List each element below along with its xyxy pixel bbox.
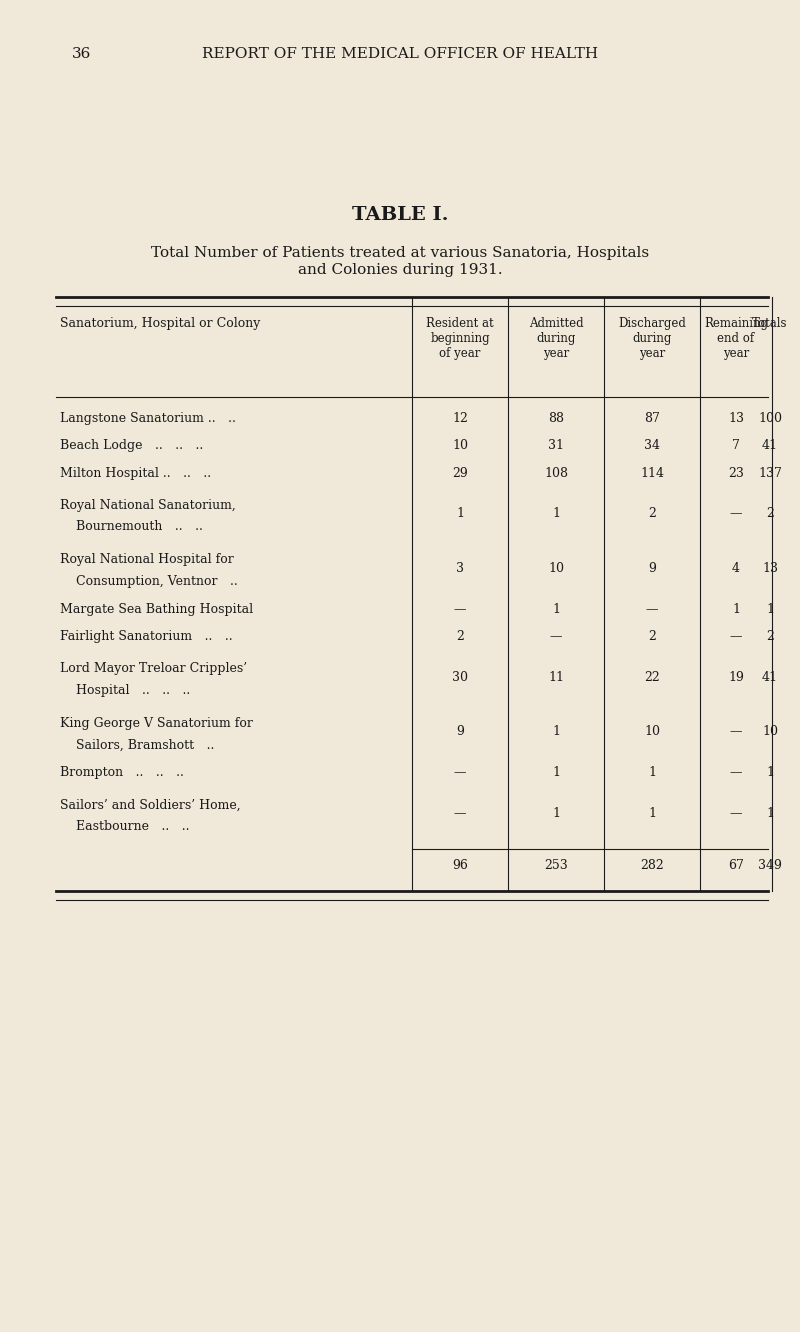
Text: Fairlight Sanatorium .. ..: Fairlight Sanatorium .. .. [60,630,233,643]
Text: TABLE I.: TABLE I. [352,206,448,225]
Text: King George V Sanatorium for: King George V Sanatorium for [60,717,253,730]
Text: —: — [454,603,466,615]
Text: 253: 253 [544,859,568,872]
Text: 1: 1 [552,807,560,821]
Text: 34: 34 [644,440,660,453]
Text: —: — [550,630,562,643]
Text: 88: 88 [548,412,564,425]
Text: —: — [454,766,466,779]
Text: Eastbourne .. ..: Eastbourne .. .. [68,821,190,832]
Text: 2: 2 [648,630,656,643]
Text: —: — [730,726,742,738]
Text: 96: 96 [452,859,468,872]
Text: Discharged
during
year: Discharged during year [618,317,686,360]
Text: 22: 22 [644,671,660,683]
Text: Margate Sea Bathing Hospital: Margate Sea Bathing Hospital [60,603,253,615]
Text: Resident at
beginning
of year: Resident at beginning of year [426,317,494,360]
Text: 349: 349 [758,859,782,872]
Text: 1: 1 [552,603,560,615]
Text: 114: 114 [640,466,664,480]
Text: 9: 9 [456,726,464,738]
Text: Beach Lodge .. .. ..: Beach Lodge .. .. .. [60,440,203,453]
Text: Royal National Sanatorium,: Royal National Sanatorium, [60,498,236,511]
Text: 1: 1 [456,507,464,521]
Text: 9: 9 [648,562,656,575]
Text: Sailors, Bramshott ..: Sailors, Bramshott .. [68,738,214,751]
Text: 282: 282 [640,859,664,872]
Text: REPORT OF THE MEDICAL OFFICER OF HEALTH: REPORT OF THE MEDICAL OFFICER OF HEALTH [202,47,598,61]
Text: 87: 87 [644,412,660,425]
Text: 1: 1 [552,726,560,738]
Text: 1: 1 [552,507,560,521]
Text: 36: 36 [72,47,91,61]
Text: —: — [646,603,658,615]
Text: 2: 2 [766,630,774,643]
Text: 30: 30 [452,671,468,683]
Text: 4: 4 [732,562,740,575]
Text: 12: 12 [452,412,468,425]
Text: Hospital .. .. ..: Hospital .. .. .. [68,683,190,697]
Text: Royal National Hospital for: Royal National Hospital for [60,553,234,566]
Text: 1: 1 [552,766,560,779]
Text: 3: 3 [456,562,464,575]
Text: 1: 1 [766,603,774,615]
Text: 7: 7 [732,440,740,453]
Text: 41: 41 [762,440,778,453]
Text: —: — [730,630,742,643]
Text: Remaining
end of
year: Remaining end of year [704,317,768,360]
Text: 2: 2 [456,630,464,643]
Text: Total Number of Patients treated at various Sanatoria, Hospitals
and Colonies du: Total Number of Patients treated at vari… [151,246,649,277]
Text: 2: 2 [648,507,656,521]
Text: Milton Hospital .. .. ..: Milton Hospital .. .. .. [60,466,211,480]
Text: 31: 31 [548,440,564,453]
Text: 10: 10 [762,726,778,738]
Text: 29: 29 [452,466,468,480]
Text: Sanatorium, Hospital or Colony: Sanatorium, Hospital or Colony [60,317,260,330]
Text: 11: 11 [548,671,564,683]
Text: 1: 1 [766,766,774,779]
Text: —: — [730,766,742,779]
Text: 67: 67 [728,859,744,872]
Text: Admitted
during
year: Admitted during year [529,317,583,360]
Text: Langstone Sanatorium .. ..: Langstone Sanatorium .. .. [60,412,236,425]
Text: 1: 1 [648,766,656,779]
Text: —: — [730,807,742,821]
Text: Lord Mayor Treloar Cripples’: Lord Mayor Treloar Cripples’ [60,662,247,675]
Text: 108: 108 [544,466,568,480]
Text: 41: 41 [762,671,778,683]
Text: 1: 1 [766,807,774,821]
Text: Brompton .. .. ..: Brompton .. .. .. [60,766,184,779]
Text: Sailors’ and Soldiers’ Home,: Sailors’ and Soldiers’ Home, [60,798,241,811]
Text: 19: 19 [728,671,744,683]
Text: 100: 100 [758,412,782,425]
Text: 23: 23 [728,466,744,480]
Text: —: — [454,807,466,821]
Text: 13: 13 [728,412,744,425]
Text: 1: 1 [648,807,656,821]
Text: 13: 13 [762,562,778,575]
Text: Bournemouth .. ..: Bournemouth .. .. [68,521,203,533]
Text: Totals: Totals [752,317,788,330]
Text: 10: 10 [644,726,660,738]
Text: 10: 10 [452,440,468,453]
Text: 1: 1 [732,603,740,615]
Text: 137: 137 [758,466,782,480]
Text: —: — [730,507,742,521]
Text: 2: 2 [766,507,774,521]
Text: Consumption, Ventnor ..: Consumption, Ventnor .. [68,575,238,587]
Text: 10: 10 [548,562,564,575]
